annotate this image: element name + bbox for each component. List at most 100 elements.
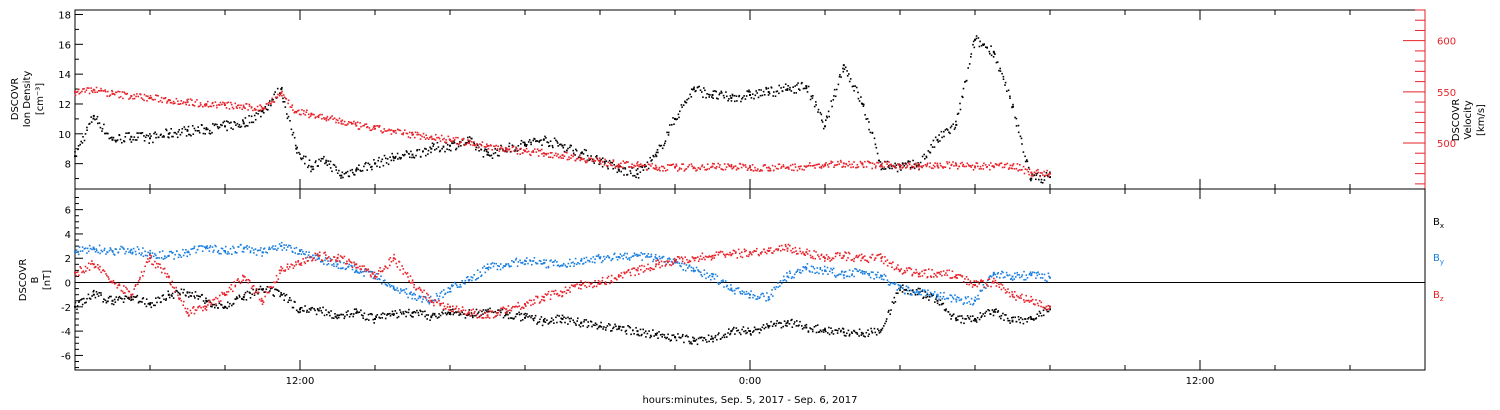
density-sample <box>610 161 612 164</box>
by-sample <box>687 267 689 269</box>
by-sample <box>110 248 112 251</box>
velocity-sample <box>634 165 636 167</box>
density-sample <box>972 43 974 46</box>
by-sample <box>545 259 547 262</box>
density-sample <box>446 143 449 146</box>
bz-sample <box>870 257 872 259</box>
bx-sample <box>965 318 967 320</box>
bx-sample <box>299 311 301 313</box>
by-sample <box>928 294 930 296</box>
bz-sample <box>558 294 561 297</box>
by-sample <box>823 265 826 268</box>
by-sample <box>456 284 458 287</box>
density-sample <box>98 122 101 124</box>
by-sample <box>887 283 890 286</box>
by-sample <box>628 259 631 261</box>
bx-sample <box>236 297 239 300</box>
by-sample <box>465 276 468 279</box>
velocity-sample <box>354 123 357 125</box>
bx-sample <box>690 341 692 343</box>
velocity-sample <box>78 92 81 95</box>
bz-sample <box>295 263 297 266</box>
by-sample <box>429 295 432 298</box>
by-sample <box>556 264 559 267</box>
velocity-sample <box>363 124 365 127</box>
bz-sample <box>844 251 846 253</box>
velocity-sample <box>650 165 652 167</box>
density-sample <box>689 93 691 96</box>
by-sample <box>717 283 720 286</box>
by-sample <box>234 251 237 254</box>
bz-sample <box>323 252 325 254</box>
bz-sample <box>202 306 205 308</box>
density-sample <box>460 145 462 147</box>
density-tick-label: 18 <box>58 10 71 21</box>
bz-sample <box>858 254 861 257</box>
bz-sample <box>389 264 391 267</box>
density-point <box>261 110 264 113</box>
bz-sample <box>761 251 763 253</box>
by-sample <box>826 266 829 269</box>
density-sample <box>245 124 247 127</box>
bz-sample <box>509 309 511 311</box>
density-point <box>280 88 283 91</box>
bx-sample <box>677 333 679 335</box>
density-sample <box>858 100 861 102</box>
density-sample <box>999 67 1001 70</box>
by-sample <box>705 277 707 280</box>
bx-sample <box>764 326 767 329</box>
velocity-sample <box>771 164 774 167</box>
bz-sample <box>417 287 420 290</box>
velocity-sample <box>351 123 353 125</box>
bz-sample <box>717 253 720 256</box>
bx-sample <box>81 303 84 306</box>
bz-sample <box>1026 299 1029 302</box>
velocity-sample <box>710 166 713 168</box>
bx-sample <box>894 301 897 303</box>
density-sample <box>373 159 375 161</box>
by-point <box>880 275 883 278</box>
velocity-sample <box>871 162 874 164</box>
density-sample <box>767 94 770 96</box>
density-sample <box>441 147 443 150</box>
bz-sample <box>445 308 447 310</box>
density-sample <box>983 43 985 45</box>
by-sample <box>498 265 500 268</box>
bz-sample <box>900 268 903 270</box>
velocity-sample <box>614 166 616 169</box>
by-sample <box>306 256 309 259</box>
by-sample <box>939 295 942 298</box>
velocity-sample <box>833 166 835 168</box>
by-sample <box>1001 270 1003 273</box>
bz-sample <box>539 300 542 303</box>
bx-sample <box>187 296 190 298</box>
density-sample <box>929 151 932 154</box>
bx-sample <box>726 336 728 338</box>
bz-sample <box>773 250 775 252</box>
by-sample <box>679 264 681 267</box>
bz-sample <box>297 261 299 263</box>
density-sample <box>677 113 680 116</box>
bx-sample <box>380 313 383 316</box>
bz-sample <box>828 257 831 259</box>
bx-sample <box>874 331 877 334</box>
bz-sample <box>341 256 343 258</box>
bx-sample <box>394 310 397 312</box>
bx-sample <box>548 322 551 324</box>
bz-sample <box>725 253 728 256</box>
bx-sample <box>935 298 937 300</box>
velocity-sample <box>1009 164 1012 167</box>
bz-sample <box>587 281 590 284</box>
velocity-sample <box>445 139 447 141</box>
velocity-sample <box>474 144 476 147</box>
density-sample <box>115 141 117 143</box>
density-sample <box>335 166 337 168</box>
by-sample <box>664 260 666 263</box>
density-sample <box>300 158 303 161</box>
bz-sample <box>171 280 173 283</box>
velocity-sample <box>445 141 448 144</box>
by-sample <box>1033 271 1036 274</box>
bz-sample <box>503 307 506 310</box>
velocity-sample <box>668 164 671 166</box>
velocity-sample <box>785 166 788 169</box>
